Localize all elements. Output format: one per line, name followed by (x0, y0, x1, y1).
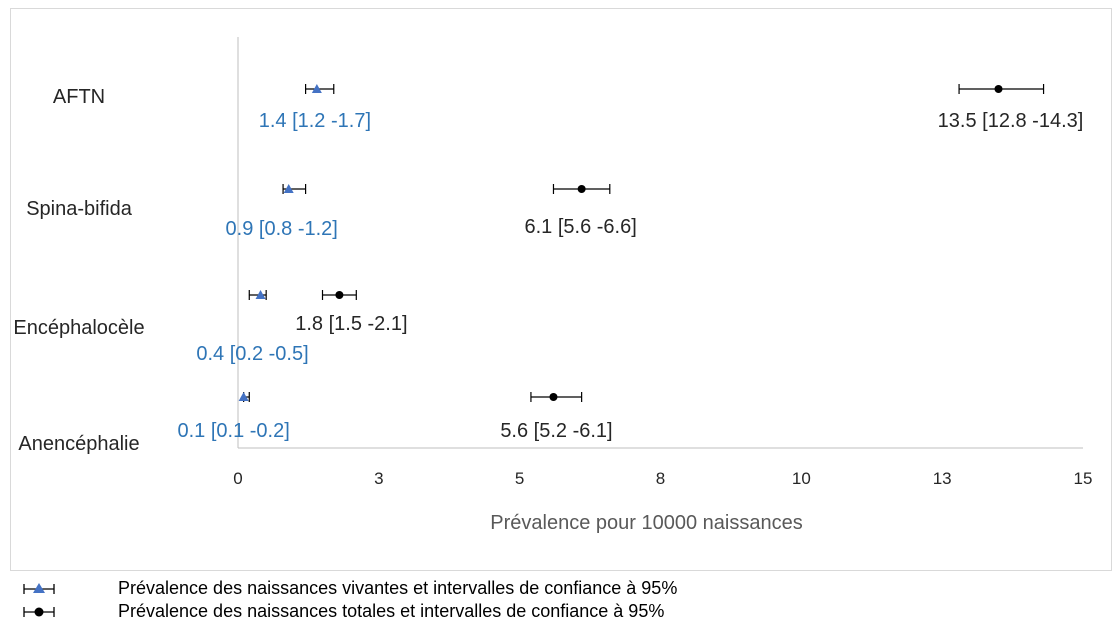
legend-item-total: Prévalence des naissances totales et int… (20, 599, 664, 623)
data-label: 6.1 [5.6 -6.6] (524, 216, 636, 238)
category-label-encephalocele: Encéphalocèle (13, 317, 144, 339)
x-tick-label: 15 (1074, 469, 1093, 488)
data-label: 0.9 [0.8 -1.2] (226, 218, 338, 240)
point-marker-circle (549, 393, 558, 401)
data-label: 5.6 [5.2 -6.1] (500, 420, 612, 442)
data-label: 0.1 [0.1 -0.2] (177, 420, 289, 442)
series-live-births: 1.4 [1.2 -1.7] 0.9 [0.8 -1.2] 0.4 [0.2 -0.… (177, 84, 371, 442)
category-label-aftn: AFTN (53, 86, 105, 108)
data-label: 1.8 [1.5 -2.1] (295, 313, 407, 335)
category-label-anencephalie: Anencéphalie (18, 433, 139, 455)
x-tick-label: 0 (233, 469, 242, 488)
axes (237, 37, 1083, 449)
point-marker-triangle (238, 392, 249, 401)
x-tick-label: 8 (656, 469, 665, 488)
data-label: 0.4 [0.2 -0.5] (196, 343, 308, 365)
x-tick-label: 10 (792, 469, 811, 488)
data-label: 13.5 [12.8 -14.3] (938, 110, 1084, 132)
category-labels: AFTN Spina-bifida Encéphalocèle Anencéphali… (13, 86, 144, 455)
legend-label-live: Prévalence des naissances vivantes et in… (118, 577, 678, 598)
point-marker-triangle (283, 184, 294, 193)
point-marker-triangle (255, 290, 266, 299)
legend-triangle-errorbar-icon (23, 583, 55, 594)
x-tick-labels: 0 3 5 8 10 13 15 (233, 469, 1092, 488)
legend-circle-errorbar-icon (23, 607, 55, 617)
point-marker-circle (335, 291, 344, 299)
point-marker-circle (577, 185, 586, 193)
chart-frame: AFTN Spina-bifida Encéphalocèle Anencéphali… (10, 8, 1112, 571)
series-total-births: 13.5 [12.8 -14.3] 6.1 [5.6 -6.6] 1.8 [1.5 … (295, 84, 1083, 442)
x-tick-label: 5 (515, 469, 524, 488)
x-tick-label: 3 (374, 469, 383, 488)
point-marker-circle (994, 85, 1003, 93)
x-axis-title: Prévalence pour 10000 naissances (490, 512, 802, 534)
x-tick-label: 13 (933, 469, 952, 488)
legend-item-live: Prévalence des naissances vivantes et in… (20, 576, 677, 600)
data-label: 1.4 [1.2 -1.7] (259, 110, 371, 132)
point-marker-triangle (311, 84, 322, 93)
chart-plot: AFTN Spina-bifida Encéphalocèle Anencéphali… (13, 37, 1092, 534)
legend-label-total: Prévalence des naissances totales et int… (118, 600, 665, 621)
category-label-spina-bifida: Spina-bifida (26, 198, 133, 220)
